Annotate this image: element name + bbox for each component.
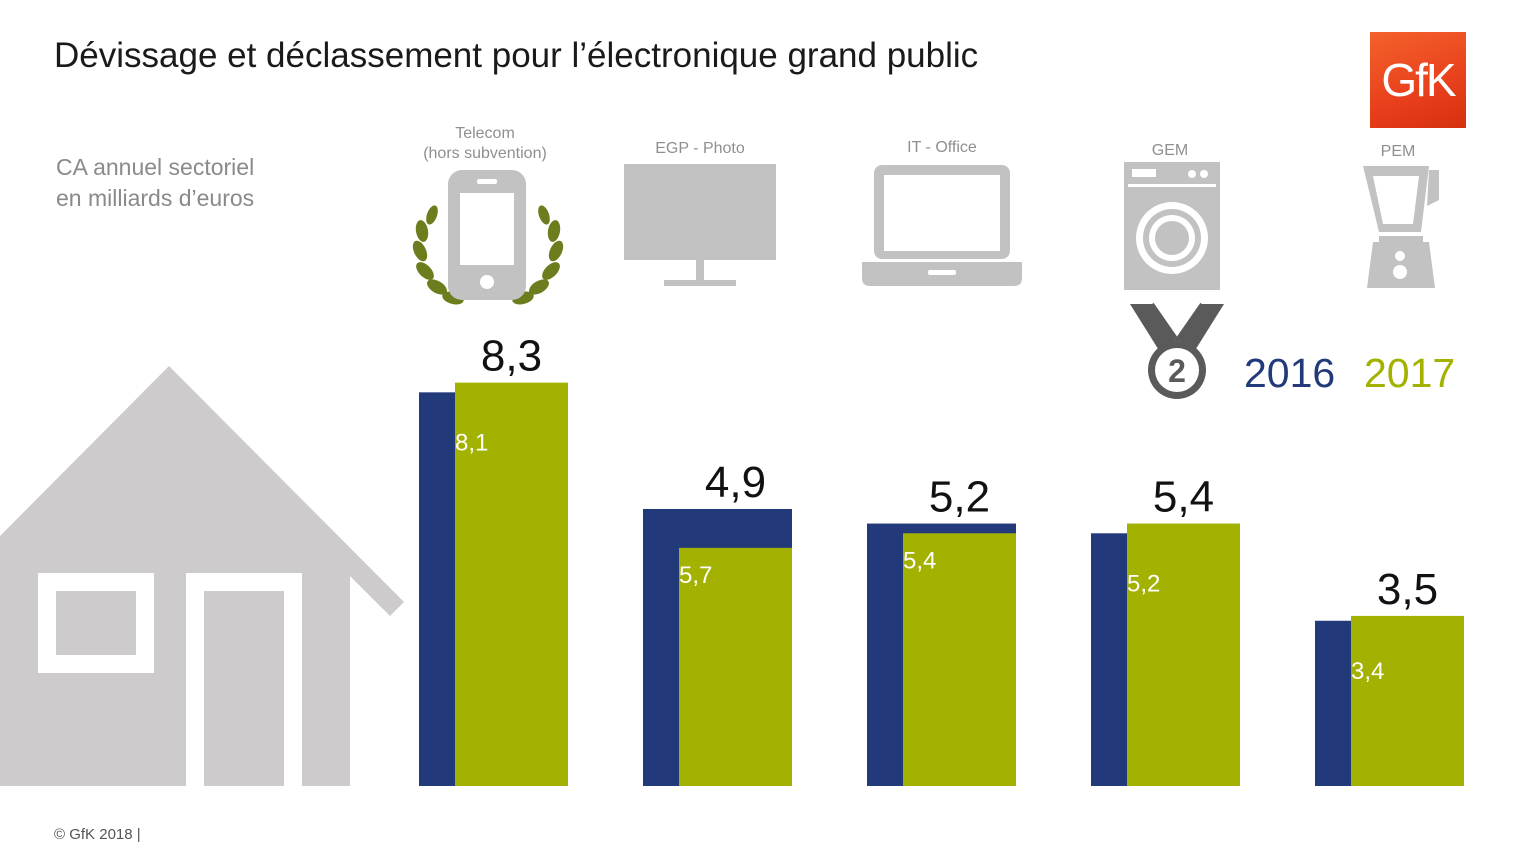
smartphone-laurel-icon bbox=[412, 170, 564, 305]
house-icon bbox=[0, 366, 404, 786]
value-label-2016-pem: 3,4 bbox=[1351, 658, 1384, 685]
value-label-2017-telecom: 8,3 bbox=[481, 332, 542, 381]
value-label-2017-pem: 3,5 bbox=[1377, 565, 1438, 614]
legend-2016: 2016 bbox=[1244, 350, 1336, 396]
category-label-pem: PEM bbox=[1380, 143, 1416, 160]
bar-2017-telecom bbox=[455, 382, 568, 786]
blender-icon bbox=[1363, 166, 1439, 288]
value-label-2016-gem: 5,2 bbox=[1127, 570, 1160, 597]
value-label-2016-egp-photo: 5,7 bbox=[679, 562, 712, 589]
legend-2017: 2017 bbox=[1364, 350, 1456, 396]
value-label-2017-gem: 5,4 bbox=[1153, 473, 1214, 522]
bar-2017-gem bbox=[1127, 523, 1240, 786]
bar-2017-pem bbox=[1351, 615, 1464, 786]
gfk-logo: GfK bbox=[1370, 32, 1466, 128]
chart-subtitle: CA annuel sectoriel en milliards d’euros bbox=[56, 152, 254, 214]
value-label-2016-it-office: 5,4 bbox=[903, 547, 936, 574]
medal-icon: 2 bbox=[1130, 302, 1224, 399]
subtitle-line-1: CA annuel sectoriel bbox=[56, 154, 255, 180]
category-label-gem: GEM bbox=[1151, 142, 1189, 159]
bar-2017-it-office bbox=[903, 533, 1016, 786]
value-label-2016-telecom: 8,1 bbox=[455, 429, 488, 456]
category-label-egp-photo: EGP - Photo bbox=[655, 140, 745, 157]
value-label-2017-it-office: 5,2 bbox=[929, 473, 990, 522]
value-label-2017-egp-photo: 4,9 bbox=[705, 458, 766, 507]
washing-machine-icon bbox=[1124, 162, 1220, 290]
category-label-it-office: IT - Office bbox=[907, 139, 977, 156]
tv-monitor-icon bbox=[624, 164, 776, 286]
subtitle-line-2: en milliards d’euros bbox=[56, 185, 255, 211]
bar-2017-egp-photo bbox=[679, 547, 792, 786]
chart-title: Dévissage et déclassement pour l’électro… bbox=[54, 36, 979, 75]
svg-text:2: 2 bbox=[1168, 353, 1186, 389]
laptop-icon bbox=[862, 165, 1022, 286]
category-label-telecom: Telecom (hors subvention) bbox=[423, 125, 547, 162]
footer-copyright: © GfK 2018 | bbox=[54, 826, 141, 843]
